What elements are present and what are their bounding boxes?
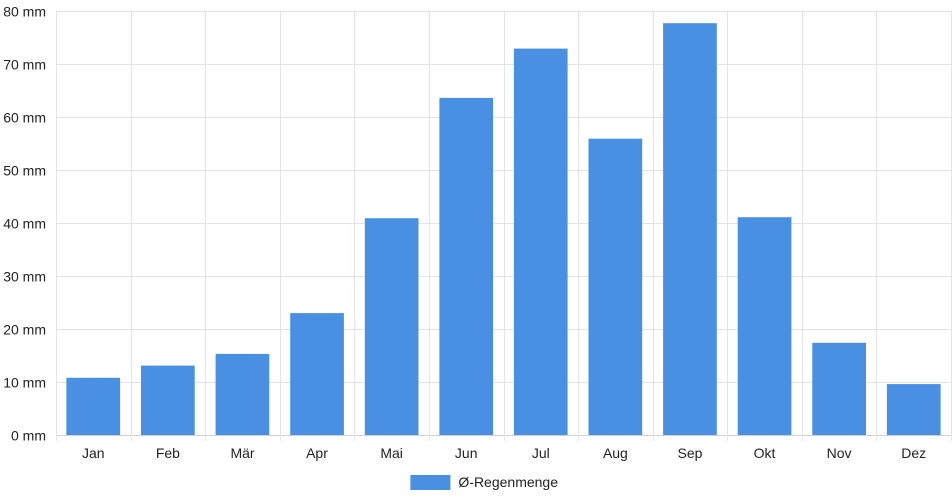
bar-jan[interactable] xyxy=(66,377,121,435)
y-tick-label: 20 mm xyxy=(3,322,46,338)
y-tick-label: 0 mm xyxy=(11,428,46,444)
bar-dez[interactable] xyxy=(886,384,941,435)
y-tick-label: 80 mm xyxy=(3,4,46,20)
x-tick-label: Sep xyxy=(678,445,703,461)
y-tick-label: 50 mm xyxy=(3,163,46,179)
bar-jun[interactable] xyxy=(439,97,494,436)
bar-sep[interactable] xyxy=(663,23,717,435)
y-tick-label: 60 mm xyxy=(3,110,46,126)
x-tick-label: Mai xyxy=(380,445,403,461)
bar-jul[interactable] xyxy=(513,48,568,435)
x-tick-label: Jan xyxy=(82,445,105,461)
y-tick-label: 40 mm xyxy=(3,216,46,232)
x-tick-label: Apr xyxy=(306,445,328,461)
x-tick-label: Aug xyxy=(603,445,628,461)
axis-layer: 0 mm 10 mm 20 mm 30 mm 40 mm 50 mm 60 mm 70 mm 8… xyxy=(3,4,926,462)
x-tick-label: Jun xyxy=(455,445,478,461)
bar-apr[interactable] xyxy=(290,313,344,435)
y-tick-label: 70 mm xyxy=(3,57,46,73)
legend[interactable]: Ø-Regenmenge xyxy=(410,474,558,490)
y-tick-label: 30 mm xyxy=(3,269,46,285)
x-tick-label: Dez xyxy=(901,445,926,461)
legend-swatch[interactable] xyxy=(410,475,451,490)
bar-okt[interactable] xyxy=(737,217,792,435)
bar-nov[interactable] xyxy=(812,342,866,435)
x-tick-label: Okt xyxy=(754,445,776,461)
legend-label[interactable]: Ø-Regenmenge xyxy=(458,474,558,490)
x-tick-label: Feb xyxy=(156,445,180,461)
bar-mär[interactable] xyxy=(215,353,270,435)
x-tick-label: Nov xyxy=(827,445,852,461)
x-tick-label: Mär xyxy=(230,445,254,461)
bar-aug[interactable] xyxy=(588,138,643,435)
bar-mai[interactable] xyxy=(364,218,419,435)
bar-layer xyxy=(66,23,941,436)
x-tick-label: Jul xyxy=(532,445,550,461)
bar-feb[interactable] xyxy=(141,365,195,435)
y-tick-label: 10 mm xyxy=(3,375,46,391)
